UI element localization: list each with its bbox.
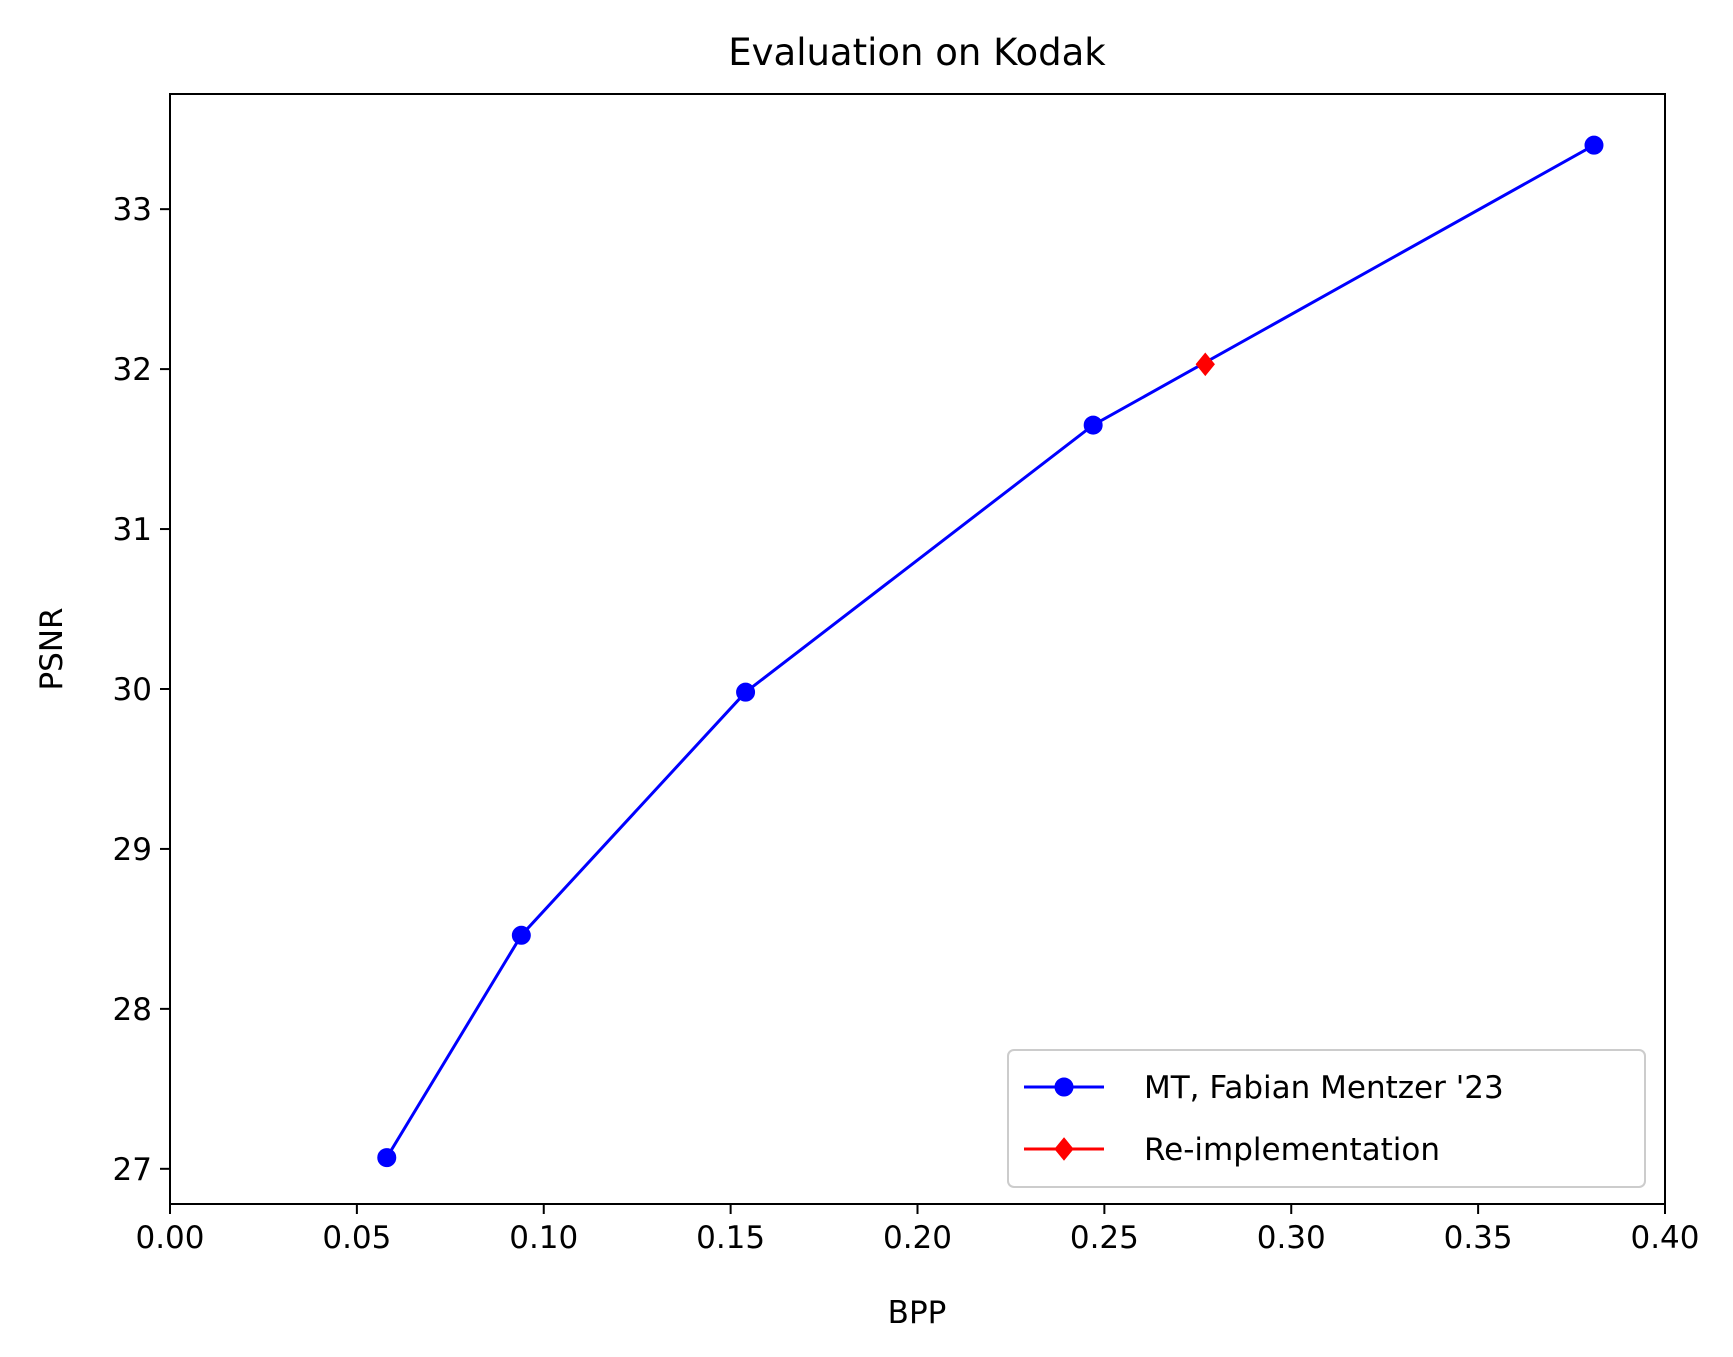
legend-box bbox=[1007, 1049, 1646, 1188]
legend-marker bbox=[1054, 1137, 1074, 1161]
x-tick-label: 0.35 bbox=[1444, 1220, 1513, 1256]
y-axis-label: PSNR bbox=[34, 607, 70, 690]
legend-label: MT, Fabian Mentzer '23 bbox=[1144, 1070, 1504, 1106]
data-point bbox=[1195, 352, 1215, 377]
series-1 bbox=[377, 135, 1604, 1168]
legend-entry: MT, Fabian Mentzer '23 bbox=[1024, 1070, 1504, 1106]
chart-title: Evaluation on Kodak bbox=[728, 31, 1106, 74]
y-tick-label: 31 bbox=[113, 512, 152, 548]
x-tick-label: 0.05 bbox=[322, 1220, 391, 1256]
y-axis: 27 28 29 30 31 32 33 bbox=[113, 192, 170, 1188]
y-tick-label: 32 bbox=[113, 352, 152, 388]
series-2 bbox=[1195, 352, 1215, 377]
x-axis: 0.00 0.05 0.10 0.15 0.20 0.25 0.30 0.35 0.40 bbox=[135, 1204, 1700, 1256]
legend-marker bbox=[1054, 1077, 1074, 1097]
x-tick-label: 0.20 bbox=[883, 1220, 952, 1256]
y-tick-label: 28 bbox=[113, 992, 152, 1028]
plot-area bbox=[377, 135, 1604, 1168]
data-point bbox=[1083, 415, 1103, 435]
legend-entry: Re-implementation bbox=[1024, 1132, 1440, 1168]
x-tick-label: 0.10 bbox=[509, 1220, 578, 1256]
data-point bbox=[377, 1148, 397, 1168]
y-tick-label: 33 bbox=[113, 192, 152, 228]
x-tick-label: 0.40 bbox=[1630, 1220, 1699, 1256]
data-point bbox=[511, 925, 531, 945]
y-tick-label: 29 bbox=[113, 832, 152, 868]
data-point bbox=[736, 682, 756, 702]
x-tick-label: 0.00 bbox=[135, 1220, 204, 1256]
y-tick-label: 27 bbox=[113, 1152, 152, 1188]
x-axis-label: BPP bbox=[888, 1295, 947, 1331]
legend-label: Re-implementation bbox=[1144, 1132, 1440, 1168]
y-tick-label: 30 bbox=[113, 672, 152, 708]
x-tick-label: 0.30 bbox=[1257, 1220, 1326, 1256]
x-tick-label: 0.25 bbox=[1070, 1220, 1139, 1256]
data-point bbox=[1584, 135, 1604, 155]
legend: MT, Fabian Mentzer '23 Re-implementation bbox=[1007, 1049, 1646, 1188]
x-tick-label: 0.15 bbox=[696, 1220, 765, 1256]
